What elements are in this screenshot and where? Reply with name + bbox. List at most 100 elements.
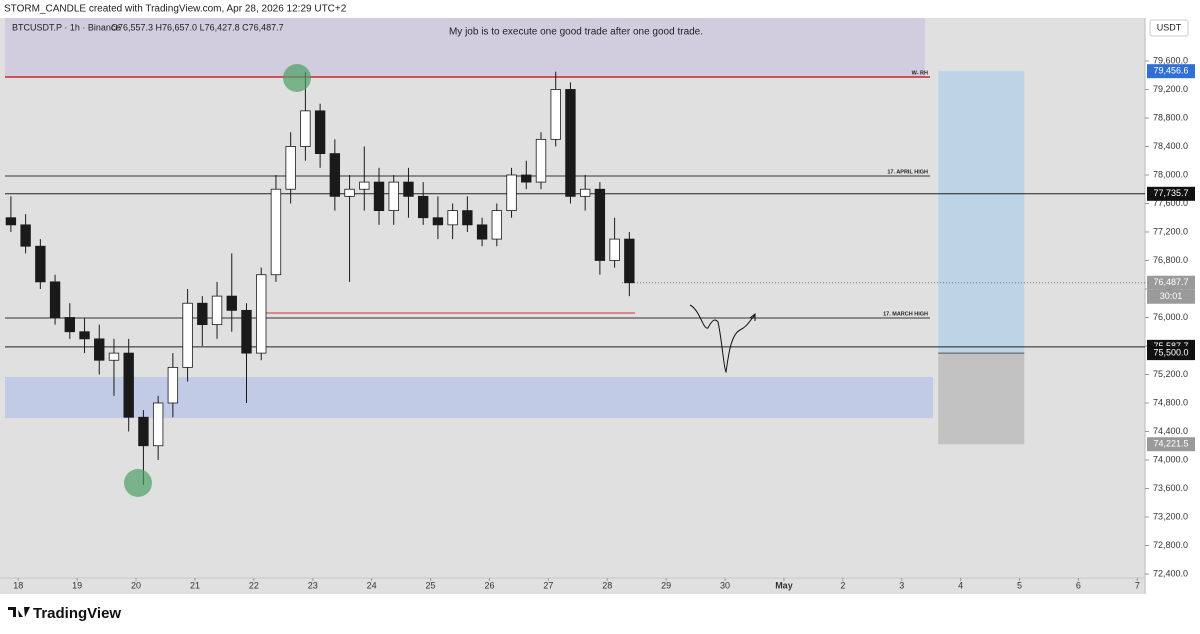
- level-label: 17. MARCH HIGH: [883, 311, 928, 317]
- stop-badge: [1147, 437, 1195, 452]
- entry-badge-label: 75,500.0: [1153, 347, 1188, 357]
- x-tick-label: May: [775, 580, 793, 590]
- candle-body: [5, 217, 17, 226]
- y-tick-label: 78,400.0: [1153, 141, 1188, 151]
- candle-body: [20, 224, 31, 247]
- candle-body: [418, 195, 429, 219]
- symbol: BTCUSDT.P · 1h · Binance: [12, 22, 120, 32]
- candle-body: [270, 188, 282, 276]
- candle-body: [314, 110, 326, 154]
- x-tick-label: 18: [13, 580, 23, 590]
- x-tick-label: 29: [661, 580, 671, 590]
- position-target: [938, 71, 1025, 354]
- candle-body: [197, 302, 208, 326]
- target-badge-label: 79,456.6: [1153, 66, 1188, 76]
- x-tick-label: 30: [720, 580, 730, 590]
- candle-body: [300, 110, 311, 147]
- candle-body: [491, 210, 503, 240]
- candle-body: [167, 366, 179, 404]
- countdown-badge: [1147, 289, 1195, 304]
- candle-body: [108, 352, 120, 361]
- stop-badge-label: 74,221.5: [1153, 439, 1188, 449]
- entry-badge: [1147, 346, 1195, 361]
- x-tick-label: 2: [840, 580, 845, 590]
- level-label: 17. APRIL HIGH: [887, 169, 928, 175]
- y-tick-label: 76,000.0: [1153, 312, 1188, 322]
- candle-body: [373, 181, 385, 212]
- candle-body: [152, 402, 164, 447]
- x-tick-label: 25: [426, 580, 436, 590]
- candle-body: [462, 210, 473, 226]
- candle-body: [476, 224, 488, 240]
- y-tick-label: 73,200.0: [1153, 511, 1188, 521]
- y-tick-label: 74,800.0: [1153, 397, 1188, 407]
- low-marker: [124, 469, 152, 497]
- y-tick-label: 75,200.0: [1153, 369, 1188, 379]
- x-tick-label: 20: [131, 580, 141, 590]
- candle-body: [344, 188, 355, 197]
- candle-body: [211, 295, 223, 326]
- x-tick-label: 21: [190, 580, 200, 590]
- target-badge: [1147, 64, 1195, 79]
- projection-arrow: [749, 312, 756, 321]
- position-stop: [938, 353, 1025, 445]
- x-tick-label: 4: [958, 580, 963, 590]
- candle-body: [521, 174, 532, 183]
- y-tick-label: 77,600.0: [1153, 198, 1188, 208]
- y-tick-label: 78,800.0: [1153, 112, 1188, 122]
- candle-body: [579, 188, 591, 197]
- candle-body: [123, 352, 134, 418]
- price-line-badge-label: 77,735.7: [1153, 188, 1188, 198]
- annotation: My job is to execute one good trade afte…: [449, 27, 703, 38]
- x-tick-label: 27: [543, 580, 553, 590]
- candle-body: [256, 274, 267, 354]
- x-tick-label: 28: [602, 580, 612, 590]
- y-tick-label: 73,600.0: [1153, 483, 1188, 493]
- candle-body: [94, 338, 105, 361]
- ohlc: O76,557.3 H76,657.0 L76,427.8 C76,487.7: [111, 22, 284, 32]
- candle-body: [359, 181, 370, 190]
- x-tick-label: 19: [72, 580, 82, 590]
- y-tick-label: 78,000.0: [1153, 169, 1188, 179]
- y-tick-label: 74,000.0: [1153, 454, 1188, 464]
- candle-body: [241, 309, 252, 354]
- x-tick-label: 7: [1135, 580, 1140, 590]
- x-tick-label: 5: [1017, 580, 1022, 590]
- x-tick-label: 22: [249, 580, 259, 590]
- currency: USDT: [1157, 22, 1182, 32]
- candle-body: [624, 238, 635, 284]
- brand-logo: [8, 607, 30, 617]
- level-label: W- RH: [912, 70, 928, 76]
- candle-body: [594, 188, 606, 261]
- countdown: 30:01: [1160, 291, 1183, 301]
- x-tick-label: 24: [367, 580, 377, 590]
- candle-body: [49, 281, 61, 318]
- last-price-badge-label: 76,487.7: [1153, 277, 1188, 287]
- price-axis-background: [1145, 18, 1200, 594]
- candle-body: [506, 174, 517, 212]
- brand: TradingView: [33, 605, 121, 622]
- zone: [5, 18, 925, 77]
- y-tick-label: 72,400.0: [1153, 568, 1188, 578]
- candle-body: [285, 146, 296, 190]
- zone: [5, 376, 933, 419]
- candle-body: [388, 181, 399, 212]
- y-tick-label: 79,600.0: [1153, 55, 1188, 65]
- candle-body: [138, 416, 149, 447]
- x-tick-label: 26: [484, 580, 494, 590]
- candle-body: [403, 181, 414, 197]
- last-price-badge: [1147, 275, 1195, 290]
- y-tick-label: 74,400.0: [1153, 426, 1188, 436]
- candle-body: [535, 138, 547, 183]
- currency-button[interactable]: [1149, 19, 1189, 37]
- candle-body: [609, 238, 620, 261]
- candle-body: [432, 217, 444, 226]
- header: STORM_CANDLE created with TradingView.co…: [4, 4, 347, 15]
- candle-body: [550, 89, 561, 140]
- y-tick-label: 79,200.0: [1153, 84, 1188, 94]
- y-tick-label: 72,800.0: [1153, 540, 1188, 550]
- x-tick-label: 6: [1076, 580, 1081, 590]
- candle-body: [447, 210, 458, 226]
- candle-body: [35, 245, 46, 283]
